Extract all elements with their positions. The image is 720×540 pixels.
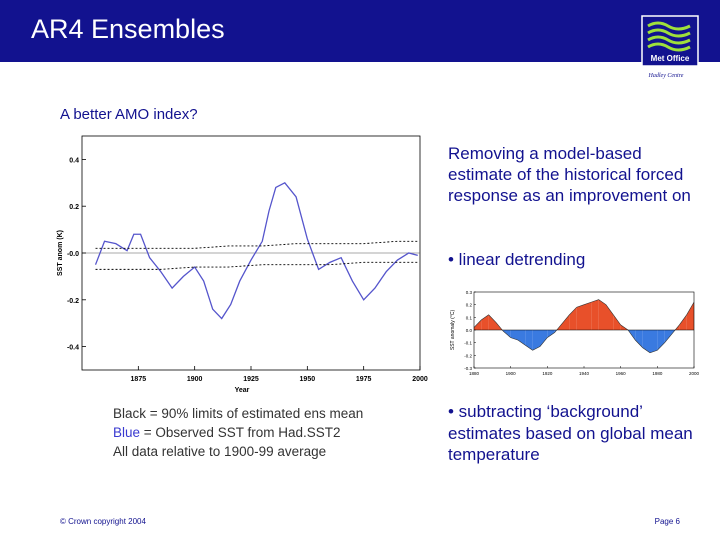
series-line-2 bbox=[95, 261, 418, 270]
legend-line-black: Black = 90% limits of estimated ens mean bbox=[113, 406, 364, 421]
negative-area bbox=[635, 330, 643, 348]
negative-area bbox=[650, 330, 658, 353]
positive-area bbox=[562, 314, 570, 330]
anomaly-line bbox=[473, 299, 695, 354]
x-tick-label: 1900 bbox=[187, 376, 203, 383]
legend-line-average: All data relative to 1900-99 average bbox=[113, 444, 327, 459]
y-tick-label: 0.4 bbox=[69, 157, 79, 164]
positive-area bbox=[569, 307, 577, 330]
logo-text: Met Office bbox=[651, 54, 690, 63]
y-axis-label: SST anom (K) bbox=[57, 230, 64, 276]
positive-area bbox=[584, 302, 592, 330]
small-x-tick-label: 1960 bbox=[616, 371, 627, 376]
negative-area bbox=[518, 330, 526, 346]
series-line-0 bbox=[94, 181, 418, 320]
negative-area bbox=[540, 330, 548, 347]
positive-area bbox=[598, 299, 606, 330]
x-tick-label: 1975 bbox=[356, 376, 372, 383]
y-tick-label: -0.4 bbox=[67, 345, 79, 352]
negative-area bbox=[547, 330, 555, 338]
footer-page-number: Page 6 bbox=[654, 517, 680, 526]
negative-area bbox=[628, 330, 636, 341]
small-y-tick-label: -0.1 bbox=[464, 341, 472, 346]
footer-copyright: © Crown copyright 2004 bbox=[60, 517, 146, 526]
small-y-tick-label: 0.1 bbox=[466, 315, 473, 320]
positive-area bbox=[591, 299, 599, 330]
negative-area bbox=[554, 330, 557, 333]
positive-area bbox=[556, 323, 562, 330]
right-paragraph: Removing a model-based estimate of the h… bbox=[448, 144, 691, 205]
main-chart: 0.4 0.2 -0.0 -0.2 -0.4 1875 1900 1925 1950 1975 20… bbox=[57, 135, 428, 394]
bullet-linear-detrending: • linear detrending bbox=[448, 250, 586, 269]
small-x-tick-label: 1900 bbox=[506, 371, 517, 376]
small-x-tick-label: 1940 bbox=[579, 371, 590, 376]
positive-area bbox=[606, 304, 614, 330]
positive-area bbox=[686, 302, 694, 330]
negative-area bbox=[525, 330, 533, 351]
slide-title: AR4 Ensembles bbox=[31, 14, 225, 44]
small-x-tick-label: 1880 bbox=[469, 371, 480, 376]
positive-area bbox=[576, 304, 584, 330]
x-axis-label: Year bbox=[235, 387, 250, 394]
small-x-tick-label: 1920 bbox=[542, 371, 553, 376]
negative-area bbox=[510, 330, 518, 341]
small-x-tick-label: 1980 bbox=[652, 371, 663, 376]
small-y-axis-label: SST anomaly (°C) bbox=[450, 310, 456, 351]
small-y-tick-label: -0.2 bbox=[464, 353, 472, 358]
negative-area bbox=[664, 330, 672, 343]
positive-area bbox=[481, 314, 489, 330]
y-tick-label: -0.2 bbox=[67, 298, 79, 305]
positive-area bbox=[679, 314, 687, 330]
x-tick-label: 1950 bbox=[300, 376, 316, 383]
positive-area bbox=[474, 319, 482, 330]
positive-area bbox=[675, 324, 680, 330]
bullet-subtracting-background: • subtracting ‘background’ estimates bas… bbox=[448, 402, 693, 464]
small-y-tick-label: 0.0 bbox=[466, 328, 473, 333]
small-y-tick-label: 0.3 bbox=[466, 290, 473, 295]
header-bar: AR4 Ensembles bbox=[0, 0, 720, 62]
x-tick-label: 1875 bbox=[131, 376, 147, 383]
y-tick-label: 0.2 bbox=[69, 204, 79, 211]
positive-area bbox=[488, 314, 496, 330]
met-office-logo: Met Office bbox=[641, 15, 699, 67]
logo-subtext: Hadley Centre bbox=[648, 73, 684, 79]
chart-legend: Black = 90% limits of estimated ens mean… bbox=[113, 404, 433, 461]
negative-area bbox=[532, 330, 540, 351]
legend-blue-rest: = Observed SST from Had.SST2 bbox=[140, 425, 341, 440]
legend-line-blue: Blue = Observed SST from Had.SST2 bbox=[113, 423, 433, 442]
small-y-tick-label: 0.2 bbox=[466, 303, 473, 308]
negative-area bbox=[642, 330, 650, 353]
negative-area bbox=[657, 330, 665, 351]
y-tick-label: -0.0 bbox=[67, 251, 79, 258]
small-x-tick-label: 2000 bbox=[689, 371, 700, 376]
x-tick-label: 1925 bbox=[243, 376, 259, 383]
small-y-tick-label: -0.3 bbox=[464, 366, 472, 371]
subtitle: A better AMO index? bbox=[60, 106, 198, 123]
positive-area bbox=[613, 314, 621, 330]
x-tick-label: 2000 bbox=[412, 376, 428, 383]
legend-blue-word: Blue bbox=[113, 425, 141, 440]
